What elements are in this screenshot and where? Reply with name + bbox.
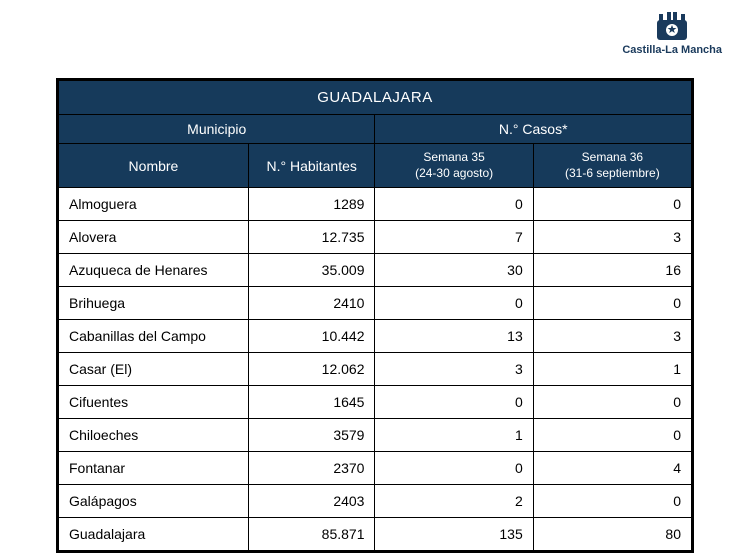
cell-semana-35: 3 xyxy=(375,353,533,386)
table-row: Almoguera128900 xyxy=(59,188,692,221)
cell-semana-35: 0 xyxy=(375,452,533,485)
cell-semana-35: 1 xyxy=(375,419,533,452)
table-row: Fontanar237004 xyxy=(59,452,692,485)
cell-habitantes: 2410 xyxy=(248,287,375,320)
table-row: Galápagos240320 xyxy=(59,485,692,518)
cell-habitantes: 3579 xyxy=(248,419,375,452)
table-row: Guadalajara85.87113580 xyxy=(59,518,692,551)
cell-semana-35: 135 xyxy=(375,518,533,551)
cell-semana-36: 0 xyxy=(533,188,691,221)
table-row: Alovera12.73573 xyxy=(59,221,692,254)
cases-table: GUADALAJARA Municipio N.° Casos* Nombre … xyxy=(58,80,692,551)
table-row: Cifuentes164500 xyxy=(59,386,692,419)
cell-habitantes: 85.871 xyxy=(248,518,375,551)
cell-semana-36: 4 xyxy=(533,452,691,485)
cell-nombre: Brihuega xyxy=(59,287,249,320)
cell-nombre: Almoguera xyxy=(59,188,249,221)
cell-nombre: Guadalajara xyxy=(59,518,249,551)
cell-habitantes: 35.009 xyxy=(248,254,375,287)
cell-nombre: Galápagos xyxy=(59,485,249,518)
cell-nombre: Cabanillas del Campo xyxy=(59,320,249,353)
cell-habitantes: 12.062 xyxy=(248,353,375,386)
table-row: Brihuega241000 xyxy=(59,287,692,320)
header-semana-36: Semana 36 (31-6 septiembre) xyxy=(533,144,691,188)
cell-semana-36: 16 xyxy=(533,254,691,287)
header-habitantes: N.° Habitantes xyxy=(248,144,375,188)
header-municipio: Municipio xyxy=(59,115,375,144)
header-semana-35-line1: Semana 35 xyxy=(423,150,484,164)
header-semana-36-line2: (31-6 septiembre) xyxy=(565,166,660,180)
cell-habitantes: 1645 xyxy=(248,386,375,419)
header-casos: N.° Casos* xyxy=(375,115,692,144)
cell-habitantes: 1289 xyxy=(248,188,375,221)
table-body: Almoguera128900Alovera12.73573Azuqueca d… xyxy=(59,188,692,551)
table-row: Casar (El)12.06231 xyxy=(59,353,692,386)
cell-habitantes: 2403 xyxy=(248,485,375,518)
cell-nombre: Azuqueca de Henares xyxy=(59,254,249,287)
cell-semana-36: 3 xyxy=(533,320,691,353)
cell-nombre: Chiloeches xyxy=(59,419,249,452)
brand-name: Castilla-La Mancha xyxy=(622,44,722,56)
castle-icon xyxy=(653,8,691,42)
cell-habitantes: 10.442 xyxy=(248,320,375,353)
brand-logo: Castilla-La Mancha xyxy=(622,8,722,56)
header-semana-35-line2: (24-30 agosto) xyxy=(415,166,493,180)
cell-semana-35: 13 xyxy=(375,320,533,353)
cell-semana-36: 1 xyxy=(533,353,691,386)
cell-semana-36: 80 xyxy=(533,518,691,551)
cell-semana-35: 7 xyxy=(375,221,533,254)
cell-semana-36: 0 xyxy=(533,287,691,320)
cell-semana-35: 0 xyxy=(375,188,533,221)
cell-semana-35: 30 xyxy=(375,254,533,287)
cell-nombre: Casar (El) xyxy=(59,353,249,386)
cases-table-container: GUADALAJARA Municipio N.° Casos* Nombre … xyxy=(56,78,694,553)
table-title: GUADALAJARA xyxy=(59,81,692,115)
table-row: Cabanillas del Campo10.442133 xyxy=(59,320,692,353)
cell-semana-35: 2 xyxy=(375,485,533,518)
header-semana-36-line1: Semana 36 xyxy=(582,150,643,164)
cell-habitantes: 12.735 xyxy=(248,221,375,254)
cell-semana-36: 0 xyxy=(533,485,691,518)
cell-habitantes: 2370 xyxy=(248,452,375,485)
cell-semana-36: 0 xyxy=(533,419,691,452)
cell-semana-35: 0 xyxy=(375,386,533,419)
cell-nombre: Fontanar xyxy=(59,452,249,485)
cell-semana-35: 0 xyxy=(375,287,533,320)
cell-semana-36: 3 xyxy=(533,221,691,254)
cell-semana-36: 0 xyxy=(533,386,691,419)
header-nombre: Nombre xyxy=(59,144,249,188)
header-semana-35: Semana 35 (24-30 agosto) xyxy=(375,144,533,188)
cell-nombre: Cifuentes xyxy=(59,386,249,419)
table-row: Azuqueca de Henares35.0093016 xyxy=(59,254,692,287)
table-row: Chiloeches357910 xyxy=(59,419,692,452)
cell-nombre: Alovera xyxy=(59,221,249,254)
